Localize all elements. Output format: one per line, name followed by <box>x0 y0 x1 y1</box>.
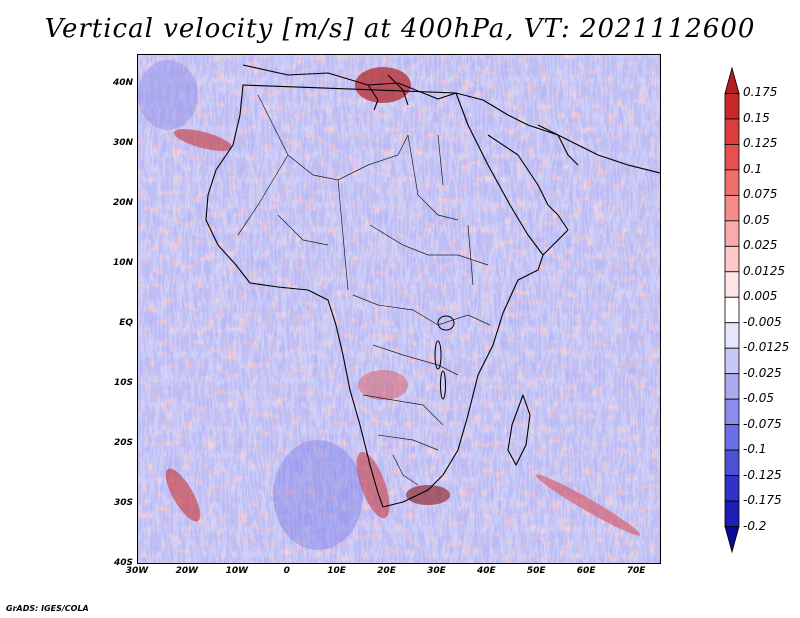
lon-tick-label: 30E <box>427 566 446 576</box>
colorbar-swatch <box>724 500 740 527</box>
colorbar-tick-label: -0.0125 <box>743 340 790 355</box>
colorbar-swatch <box>724 296 740 324</box>
colorbar-tick-label: -0.125 <box>743 467 782 482</box>
lat-tick-label: 30N <box>112 138 133 148</box>
colorbar-swatch <box>724 271 740 298</box>
lon-tick-label: 40E <box>476 566 496 576</box>
colorbar-swatch <box>724 118 740 145</box>
lon-tick-label: 20W <box>175 566 199 576</box>
colorbar-swatch <box>724 322 740 349</box>
credit-text: GrADS: IGES/COLA <box>6 604 89 613</box>
colorbar-swatch <box>724 245 740 273</box>
colorbar-swatch <box>724 144 740 171</box>
colorbar-tick-label: 0.15 <box>743 110 770 125</box>
colorbar-tick-label: -0.1 <box>743 442 767 457</box>
colorbar-swatch <box>724 220 740 247</box>
ascent-patch-congo <box>358 370 408 400</box>
lon-tick-label: 60E <box>576 566 596 576</box>
colorbar-swatch <box>724 475 740 502</box>
colorbar-swatch <box>724 66 740 94</box>
colorbar-tick-label: -0.075 <box>743 416 782 431</box>
colorbar-swatch <box>724 373 740 400</box>
descent-region-northwest <box>138 60 198 130</box>
lon-tick-label: 0 <box>283 566 290 576</box>
field-streaks <box>138 55 660 563</box>
colorbar-tick-label: -0.2 <box>743 518 767 533</box>
colorbar-tick-label: 0.05 <box>743 212 770 227</box>
colorbar-tick-label: 0.0125 <box>743 263 785 278</box>
ascent-band-atlantic <box>173 129 233 151</box>
colorbar-swatch <box>724 347 740 375</box>
colorbar-swatch <box>724 449 740 476</box>
lat-tick-label: 10N <box>112 258 133 268</box>
colorbar-tick-label: 0.125 <box>743 136 778 151</box>
ascent-core-mediterranean <box>355 67 411 103</box>
colorbar-swatch <box>724 194 740 222</box>
lat-tick-label: 20S <box>113 438 133 448</box>
lakes <box>434 315 455 400</box>
colorbar <box>724 66 740 554</box>
colorbar-tick-label: 0.025 <box>743 238 778 253</box>
lon-tick-label: 50E <box>526 566 546 576</box>
colorbar-tick-label: -0.05 <box>743 391 775 406</box>
lon-tick-label: 20E <box>377 566 396 576</box>
ascent-band-south-atlantic <box>165 468 201 522</box>
lat-tick-label: 10S <box>113 378 133 388</box>
descent-region-south-atlantic <box>273 440 363 550</box>
coastlines <box>205 64 660 508</box>
lat-tick-label: EQ <box>119 318 133 328</box>
colorbar-tick-label: 0.005 <box>743 289 778 304</box>
lat-tick-label: 40S <box>113 558 133 568</box>
colorbar-tick-label: -0.175 <box>743 493 782 508</box>
lon-tick-label: 10E <box>327 566 346 576</box>
velocity-field-map <box>138 55 660 563</box>
colorbar-swatch <box>724 526 740 554</box>
colorbar-tick-label: 0.175 <box>743 85 778 100</box>
colorbar-swatch <box>724 93 740 120</box>
lon-tick-label: 70E <box>626 566 646 576</box>
lon-tick-label: 30W <box>125 566 149 576</box>
colorbar-swatch <box>724 398 740 426</box>
ascent-core-southeast <box>406 485 450 505</box>
colorbar-swatch <box>724 424 740 451</box>
lat-tick-label: 20N <box>112 198 133 208</box>
colorbar-tick-label: -0.025 <box>743 365 782 380</box>
map-title: Vertical velocity [m/s] at 400hPa, VT: 2… <box>44 14 756 44</box>
lon-tick-label: 10W <box>225 566 249 576</box>
colorbar-tick-label: 0.1 <box>743 161 763 176</box>
lat-tick-label: 40N <box>112 78 133 88</box>
colorbar-swatch <box>724 169 740 196</box>
colorbar-tick-label: -0.005 <box>743 314 782 329</box>
lat-tick-label: 30S <box>113 498 133 508</box>
country-borders <box>237 94 491 486</box>
ascent-band-indian-ocean <box>535 474 641 536</box>
map-panel <box>137 54 661 564</box>
colorbar-tick-label: 0.075 <box>743 187 778 202</box>
